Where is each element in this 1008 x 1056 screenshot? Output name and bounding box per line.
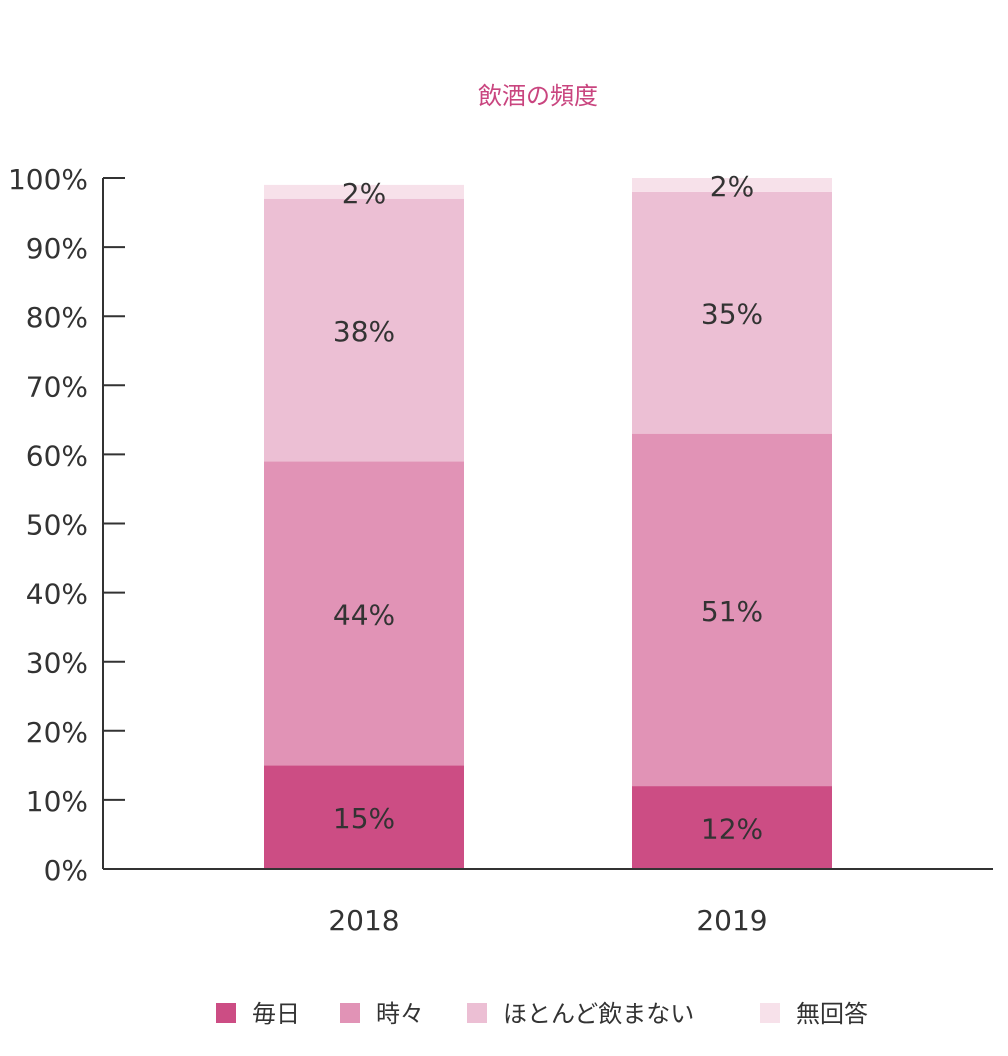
legend-swatch [340, 1003, 360, 1023]
legend: 毎日 時々 ほとんど飲まない 無回答 [216, 1000, 868, 1028]
bar-segment [264, 184, 464, 199]
data-label: 44% [333, 598, 395, 631]
y-tick-label: 0% [44, 854, 88, 887]
bar-segment [632, 433, 832, 787]
legend-item: 毎日 [216, 1000, 300, 1028]
legend-swatch [216, 1003, 236, 1023]
legend-label: ほとんど飲まない [503, 1000, 694, 1028]
data-label: 51% [701, 595, 763, 628]
legend-label: 無回答 [796, 1000, 868, 1028]
data-label: 2% [710, 170, 754, 203]
y-tick-label: 40% [26, 578, 88, 611]
bar-segment [632, 178, 832, 192]
legend-swatch [467, 1003, 487, 1023]
data-label: 15% [333, 802, 395, 835]
data-label: 2% [342, 177, 386, 210]
legend-label: 毎日 [252, 1000, 300, 1028]
y-axis: 0% 10% 20% 30% 40% 50% 60% 70% 80% 90% 100% [8, 163, 125, 887]
bar-segment [264, 198, 464, 462]
y-tick-label: 90% [26, 232, 88, 265]
y-tick-label: 80% [26, 301, 88, 334]
legend-label: 時々 [376, 1000, 424, 1028]
y-tick-label: 20% [26, 716, 88, 749]
y-tick-label: 50% [26, 509, 88, 542]
legend-item: 時々 [340, 1000, 424, 1028]
legend-item: 無回答 [760, 1000, 868, 1028]
y-tick-label: 60% [26, 439, 88, 472]
bar-segment [632, 191, 832, 434]
bar-segment [632, 786, 832, 869]
data-label: 12% [701, 813, 763, 846]
bar-segment [264, 765, 464, 869]
data-label: 35% [701, 298, 763, 331]
bar-segment [264, 461, 464, 766]
y-tick-label: 30% [26, 647, 88, 680]
x-tick-label: 2018 [328, 904, 399, 937]
data-label: 38% [333, 315, 395, 348]
y-tick-label: 70% [26, 370, 88, 403]
legend-swatch [760, 1003, 780, 1023]
legend-item: ほとんど飲まない [467, 1000, 694, 1028]
x-tick-label: 2019 [696, 904, 767, 937]
x-axis: 2018 2019 [103, 868, 993, 937]
bars: 15% 44% 38% 2% 12% 51% 35% 2% [264, 170, 832, 869]
chart-title: 飲酒の頻度 [478, 82, 598, 110]
y-tick-label: 100% [8, 163, 88, 196]
y-tick-label: 10% [26, 785, 88, 818]
